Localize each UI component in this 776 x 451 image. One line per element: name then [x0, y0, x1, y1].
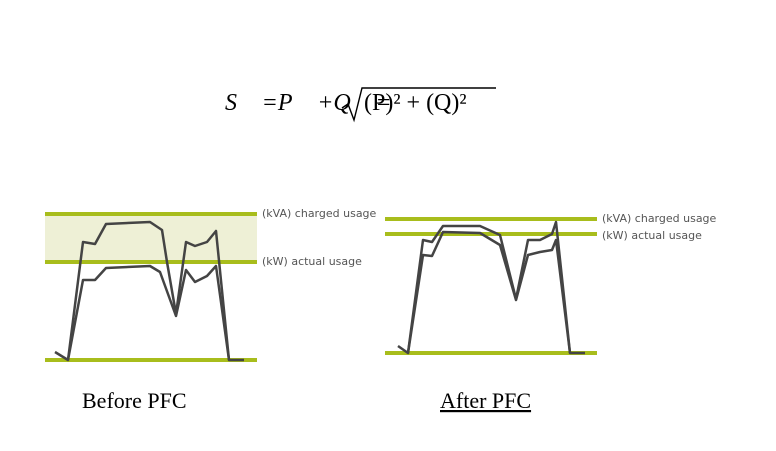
formula-radicand: (P)² + (Q)²	[364, 90, 467, 116]
kw-curve	[406, 230, 572, 354]
upper-label: (kVA) charged usage	[602, 212, 717, 225]
kw-curve	[66, 264, 231, 361]
formula-lhs: S⃗ =P⃗ +Q⃗ =	[225, 90, 392, 116]
caption: Before PFC	[82, 388, 187, 413]
upper-label: (kVA) charged usage	[262, 207, 377, 220]
lower-label: (kW) actual usage	[602, 229, 702, 242]
figure-before: (kVA) charged usage (kW) actual usage Be…	[45, 207, 377, 413]
kva-curve	[397, 220, 585, 355]
figure-after: (kVA) charged usage (kW) actual usage Af…	[385, 212, 717, 413]
kva-curve	[54, 220, 244, 362]
radical-sign	[341, 87, 496, 123]
caption: After PFC	[440, 388, 531, 413]
lower-label: (kW) actual usage	[262, 255, 362, 268]
